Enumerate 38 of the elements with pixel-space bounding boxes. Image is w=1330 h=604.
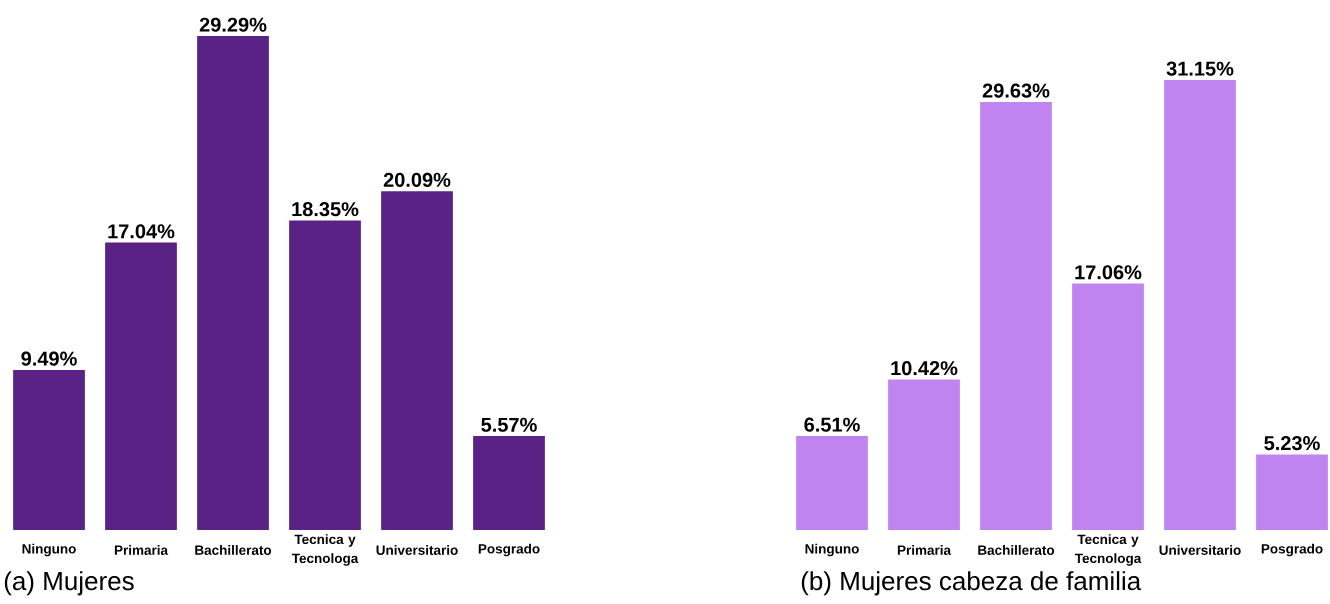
bar bbox=[473, 436, 545, 530]
text: (a) Mujeres bbox=[4, 571, 134, 596]
bar bbox=[1072, 283, 1144, 530]
bar bbox=[13, 369, 85, 530]
x-tick-label: Primaria bbox=[114, 545, 169, 555]
data-label: 10.42% bbox=[891, 361, 958, 376]
bar bbox=[1256, 454, 1328, 530]
data-label: 5.57% bbox=[481, 417, 537, 432]
bar bbox=[888, 379, 960, 530]
bar bbox=[289, 220, 361, 530]
x-tick-label: Tecnica y Tecnologa bbox=[1074, 534, 1142, 566]
x-tick-label: Bachillerato bbox=[195, 545, 272, 555]
x-tick-label: Ninguno bbox=[22, 543, 76, 557]
x-tick-label: Posgrado bbox=[478, 543, 540, 557]
data-label: 18.35% bbox=[292, 202, 359, 217]
data-label: 29.63% bbox=[982, 83, 1050, 98]
data-label: 20.09% bbox=[383, 172, 451, 187]
bar bbox=[105, 242, 177, 530]
x-tick-label: Ninguno bbox=[805, 543, 859, 557]
bar bbox=[796, 435, 868, 530]
data-label: 9.49% bbox=[21, 351, 77, 366]
bar bbox=[197, 35, 269, 530]
x-tick-label: Universitario bbox=[376, 545, 458, 555]
data-label: 17.04% bbox=[108, 224, 175, 239]
x-tick-label: Bachillerato bbox=[978, 545, 1055, 555]
x-tick-label: Primaria bbox=[897, 545, 952, 555]
bar bbox=[381, 191, 453, 530]
data-label: 6.51% bbox=[804, 417, 860, 432]
bar bbox=[1164, 79, 1236, 530]
data-label: 29.29% bbox=[199, 17, 267, 32]
data-label: 17.06% bbox=[1075, 265, 1142, 280]
x-tick-label: Posgrado bbox=[1261, 543, 1323, 557]
data-label: 5.23% bbox=[1264, 436, 1320, 451]
x-tick-label: Universitario bbox=[1159, 545, 1241, 555]
bar bbox=[980, 101, 1052, 530]
text: (b) Mujeres cabeza de familia bbox=[801, 571, 1142, 596]
x-tick-label: Tecnica y Tecnologa bbox=[291, 534, 359, 566]
data-label: 31.15% bbox=[1166, 61, 1234, 76]
